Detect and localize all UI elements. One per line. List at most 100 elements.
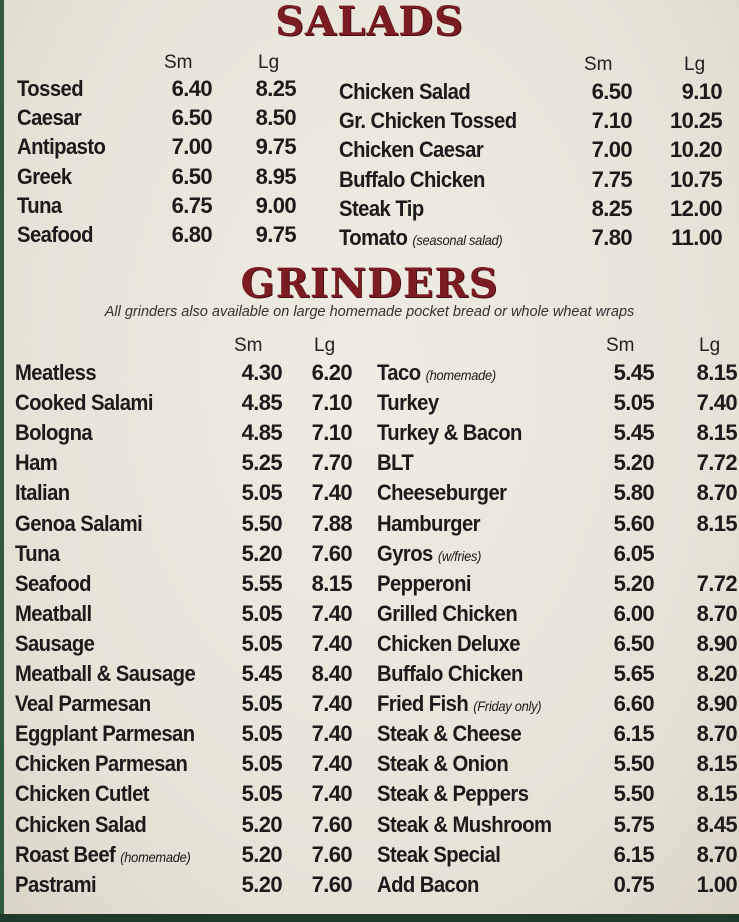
price-large: 8.90 (696, 630, 738, 656)
price-small: 5.50 (613, 781, 655, 807)
price-large: 7.40 (311, 691, 353, 717)
menu-item-name: Chicken Cutlet (15, 781, 150, 807)
item-name-text: Tuna (17, 192, 62, 218)
price-small: 5.20 (613, 570, 655, 596)
menu-item-name: Seafood (15, 571, 92, 597)
price-large: 8.25 (255, 76, 297, 101)
price-small: 5.05 (241, 600, 283, 626)
menu-item-name: Add Bacon (377, 872, 479, 898)
price-large: 9.75 (255, 134, 297, 160)
menu-item-name: Chicken Parmesan (15, 751, 188, 777)
menu-item-name: Meatless (15, 360, 97, 386)
price-large: 7.60 (311, 540, 353, 566)
item-name-text: Caesar (17, 105, 82, 131)
menu-item-name: Tuna (17, 193, 62, 219)
menu-item-name: Meatball & Sausage (15, 661, 196, 687)
price-small: 6.50 (171, 105, 213, 131)
item-note: (w/fries) (437, 547, 482, 564)
price-small: 5.55 (241, 570, 283, 596)
price-small: 5.50 (241, 510, 283, 536)
item-name-text: Tossed (17, 76, 84, 101)
item-name-text: Hamburger (377, 510, 481, 536)
menu-item-name: Antipasto (17, 134, 106, 160)
menu-item-name: Meatball (15, 601, 92, 627)
price-large: 7.10 (311, 390, 353, 416)
menu-item-name: Chicken Salad (339, 79, 471, 105)
price-large: 7.72 (696, 450, 738, 476)
price-large: 8.95 (255, 163, 297, 189)
menu-item-name: Roast Beef (homemade) (15, 842, 191, 868)
price-small: 6.75 (171, 192, 213, 218)
price-large: 8.15 (696, 510, 738, 536)
price-large: 7.40 (311, 751, 353, 777)
price-large: 8.20 (696, 661, 738, 686)
item-name-text: Gr. Chicken Tossed (339, 108, 517, 134)
price-small: 5.50 (613, 751, 655, 777)
menu-item-name: Steak & Onion (377, 751, 509, 777)
price-large: 8.15 (696, 360, 738, 385)
item-name-text: Steak & Peppers (377, 781, 529, 807)
item-name-text: Turkey (377, 390, 439, 416)
menu-item-name: Sausage (15, 630, 95, 657)
item-name-text: Antipasto (17, 134, 106, 160)
price-large: 7.60 (311, 841, 353, 867)
price-small: 5.60 (613, 510, 655, 536)
price-large: 8.15 (311, 570, 353, 596)
size-header-large: Lg (684, 54, 706, 75)
price-large: 8.70 (696, 480, 738, 506)
item-name-text: Chicken Salad (339, 79, 471, 104)
price-small: 4.30 (241, 360, 283, 385)
menu-item-name: Steak & Mushroom (377, 812, 552, 838)
price-small: 7.00 (171, 134, 213, 160)
price-small: 6.05 (613, 540, 655, 566)
price-small: 0.75 (613, 871, 655, 897)
menu-item-name: Tossed (17, 76, 84, 102)
size-header-small: Sm (164, 52, 193, 73)
item-name-text: Gyros (377, 540, 433, 566)
item-name-text: Chicken Cutlet (15, 781, 150, 807)
price-small: 5.65 (613, 661, 655, 686)
price-large: 12.00 (669, 195, 723, 221)
menu-item-name: Steak & Peppers (377, 781, 529, 807)
price-large: 7.40 (311, 630, 353, 656)
item-name-text: Taco (377, 360, 421, 385)
item-name-text: Meatless (15, 360, 97, 385)
item-name-text: Greek (17, 163, 72, 189)
price-small: 5.80 (613, 480, 655, 506)
menu-item-name: BLT (377, 450, 414, 476)
item-name-text: Italian (15, 480, 70, 506)
menu-item-name: Eggplant Parmesan (15, 721, 195, 747)
price-large: 1.00 (696, 871, 738, 897)
price-small: 5.05 (241, 751, 283, 777)
price-large: 8.15 (696, 751, 738, 777)
price-small: 7.80 (591, 225, 633, 250)
price-small: 5.20 (241, 811, 283, 837)
price-large: 7.70 (311, 450, 353, 476)
price-small: 6.80 (171, 222, 213, 247)
price-large: 6.20 (311, 360, 353, 385)
item-name-text: Eggplant Parmesan (15, 721, 195, 747)
menu-item-name: Steak & Cheese (377, 721, 522, 747)
item-name-text: Steak & Onion (377, 751, 509, 777)
item-note: (seasonal salad) (412, 232, 503, 248)
grinders-subtitle: All grinders also available on large hom… (104, 304, 635, 320)
item-name-text: Steak Special (377, 841, 501, 867)
menu-item-name: Chicken Salad (15, 812, 147, 838)
size-header-small: Sm (606, 335, 635, 356)
green-edge-left (0, 0, 4, 922)
price-small: 5.45 (613, 420, 655, 446)
price-large: 10.20 (669, 137, 723, 163)
price-small: 5.20 (241, 540, 283, 566)
item-name-text: Bologna (15, 420, 93, 446)
price-large: 11.00 (671, 225, 722, 250)
price-small: 7.00 (591, 137, 633, 163)
price-small: 5.20 (613, 450, 655, 476)
menu-item-name: Cooked Salami (15, 390, 153, 416)
price-large: 8.70 (696, 721, 738, 747)
menu-item-name: Steak Tip (339, 196, 424, 222)
price-small: 5.45 (241, 661, 283, 686)
item-name-text: Sausage (15, 630, 95, 656)
item-name-text: Ham (15, 450, 58, 476)
item-name-text: Buffalo Chicken (339, 166, 485, 192)
item-note: (homemade) (425, 367, 497, 383)
